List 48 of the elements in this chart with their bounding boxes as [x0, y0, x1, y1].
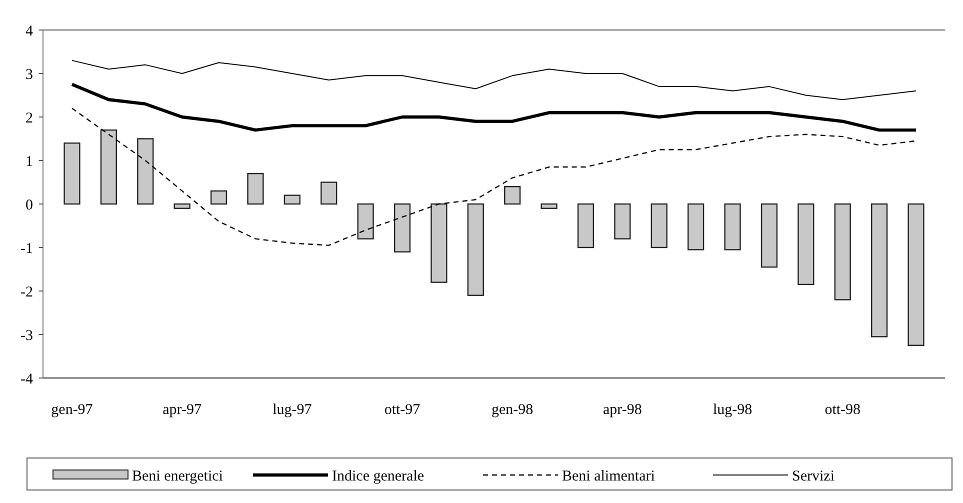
bar	[284, 194, 300, 205]
x-tick-label: ott-98	[824, 402, 861, 418]
legend-label: Servizi	[792, 468, 834, 484]
x-tick-label: gen-98	[492, 402, 534, 418]
bar	[137, 138, 154, 205]
x-tick-label: apr-98	[603, 402, 642, 418]
bar	[614, 203, 631, 240]
bar	[834, 203, 851, 300]
y-tick-label: -4	[20, 371, 34, 388]
bar	[100, 129, 117, 205]
x-tick-label: lug-97	[272, 402, 312, 418]
bar	[210, 190, 228, 205]
bar	[650, 203, 668, 248]
y-tick-label: -1	[20, 240, 33, 257]
bar	[798, 203, 814, 286]
bar	[247, 172, 264, 205]
x-tick-label: lug-98	[712, 402, 752, 418]
bar	[577, 203, 594, 248]
line-series	[71, 60, 917, 100]
y-tick-label: 1	[26, 154, 33, 170]
legend-label: Beni energetici	[132, 468, 223, 484]
x-tick-label: apr-97	[162, 402, 202, 418]
y-tick-label: 2	[26, 110, 33, 126]
x-tick-label: gen-97	[51, 402, 94, 418]
bar	[540, 203, 558, 209]
bar	[430, 203, 448, 283]
bar	[394, 203, 411, 252]
bar	[467, 203, 484, 296]
bar	[320, 182, 338, 205]
bar	[357, 203, 374, 240]
bar	[174, 203, 190, 209]
legend-label: Indice generale	[332, 468, 424, 484]
bar	[688, 203, 704, 250]
bar	[504, 186, 521, 205]
bar	[908, 203, 924, 346]
x-tick-label: ott-97	[384, 402, 421, 418]
y-tick-label: 4	[26, 23, 34, 40]
y-tick-label: 0	[26, 197, 33, 214]
y-tick-label: -3	[20, 328, 33, 344]
bar	[724, 203, 741, 250]
bar	[760, 203, 778, 268]
y-tick-label: -2	[20, 284, 33, 300]
bar	[64, 142, 80, 205]
bar	[871, 203, 888, 338]
line-series	[71, 108, 917, 246]
y-tick-label: 3	[26, 66, 33, 83]
line-series	[70, 82, 918, 132]
legend-label: Beni alimentari	[562, 468, 655, 484]
